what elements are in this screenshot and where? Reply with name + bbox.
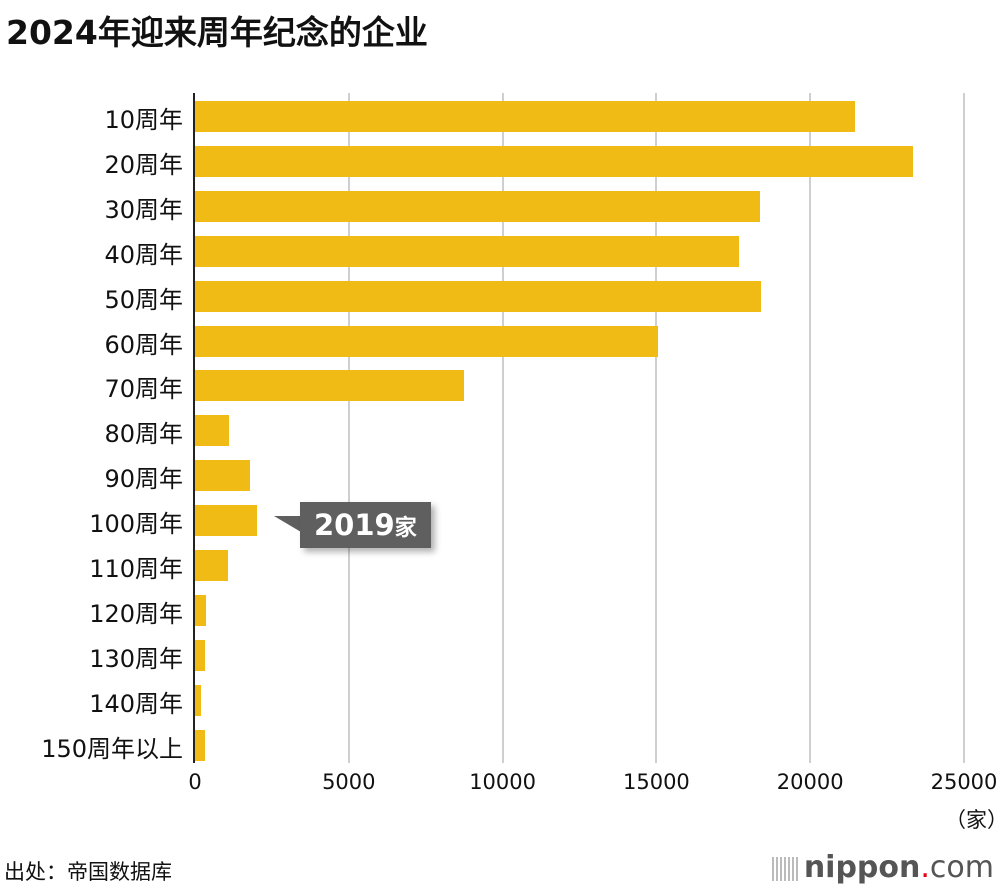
gridline [963, 93, 965, 763]
x-tick-label: 0 [188, 770, 202, 794]
x-tick-label: 15000 [622, 770, 690, 794]
bar [195, 415, 229, 447]
callout-unit: 家 [394, 516, 417, 541]
x-axis-unit: （家） [945, 808, 1000, 832]
category-label: 90周年 [104, 465, 183, 494]
category-label: 100周年 [89, 510, 183, 539]
logo-dot: . [920, 850, 930, 885]
source-note: 出处：帝国数据库 [4, 860, 172, 884]
x-tick-label: 10000 [469, 770, 536, 794]
bar [195, 460, 251, 492]
category-label: 40周年 [104, 240, 183, 269]
plot-area [193, 93, 965, 763]
category-label: 50周年 [104, 285, 183, 314]
bar [195, 325, 658, 357]
category-label: 10周年 [104, 106, 183, 134]
gridline [809, 93, 812, 763]
category-label: 150周年以上 [41, 734, 183, 763]
category-label: 130周年 [89, 644, 183, 673]
category-label: 60周年 [104, 330, 183, 359]
bar [195, 505, 258, 537]
category-label: 70周年 [104, 375, 183, 404]
gridline [347, 93, 350, 763]
logo-main: nippon [803, 850, 921, 885]
x-tick-label: 25000 [930, 770, 998, 794]
bar [195, 145, 913, 177]
bar [195, 684, 201, 716]
category-label: 140周年 [89, 689, 183, 718]
chart-title: 2024年迎来周年纪念的企业 [6, 13, 428, 52]
x-tick-label: 20000 [776, 770, 844, 794]
category-label: 110周年 [89, 555, 183, 583]
bar [195, 190, 761, 222]
bar [195, 550, 228, 581]
category-label: 20周年 [104, 150, 183, 179]
callout-number: 2019 [314, 508, 395, 542]
category-label: 80周年 [104, 420, 183, 449]
bar [195, 639, 206, 671]
bar [195, 101, 856, 132]
logo-tail: com [929, 850, 994, 885]
callout-pointer [274, 516, 301, 532]
callout-100-year: 2019家 [300, 502, 431, 548]
gridline [655, 93, 658, 763]
bar [195, 729, 206, 761]
category-label: 120周年 [89, 599, 183, 628]
bar [195, 280, 761, 312]
bar [195, 594, 207, 626]
x-tick-label: 5000 [322, 770, 376, 794]
nippon-logo: nippon.com [771, 850, 994, 885]
category-label: 30周年 [104, 195, 183, 224]
bar [195, 370, 465, 402]
bar [195, 235, 739, 267]
y-axis-line [193, 93, 195, 763]
sound-bars-icon [771, 856, 798, 881]
gridline [501, 93, 504, 763]
